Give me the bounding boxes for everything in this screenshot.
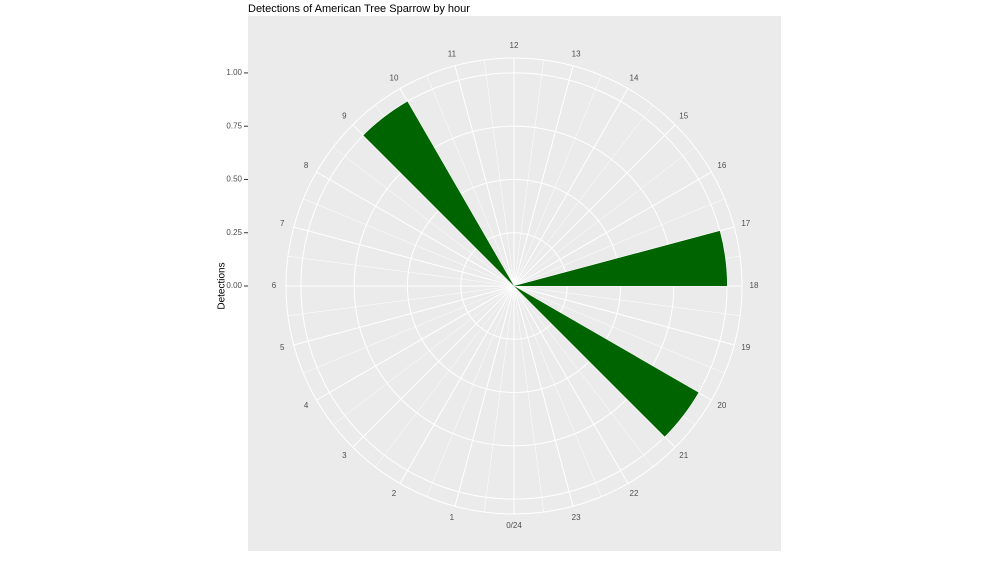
spoke: [513, 198, 725, 287]
bar: [514, 286, 699, 437]
y-tick-label: 0.50: [226, 175, 242, 184]
x-tick-label: 3: [342, 451, 347, 460]
spoke: [426, 285, 515, 497]
spoke: [513, 285, 574, 507]
x-tick-label: 22: [630, 489, 639, 498]
spoke: [513, 285, 735, 346]
x-tick-label: 9: [342, 111, 347, 120]
x-tick-label: 15: [679, 111, 688, 120]
spoke: [513, 171, 712, 287]
spoke: [454, 285, 515, 507]
x-tick-label: 2: [392, 489, 397, 498]
y-axis-title: Detections: [217, 262, 228, 309]
spoke: [426, 75, 515, 287]
spoke: [513, 285, 653, 468]
y-tick-label: 0.75: [226, 121, 242, 130]
x-tick-label: 0/24: [506, 521, 522, 530]
spoke: [303, 285, 515, 374]
y-tick-label: 0.25: [226, 228, 242, 237]
spoke: [513, 285, 602, 497]
x-tick-label: 11: [448, 49, 457, 58]
spoke: [513, 285, 629, 484]
bar: [514, 230, 728, 286]
x-tick-label: 20: [717, 401, 726, 410]
x-tick-label: 13: [572, 49, 581, 58]
x-tick-label: 16: [717, 161, 726, 170]
spoke: [513, 147, 696, 287]
chart-title: Detections of American Tree Sparrow by h…: [248, 3, 470, 15]
spoke: [483, 59, 515, 287]
spoke: [316, 171, 515, 287]
spoke: [287, 285, 515, 317]
spoke: [293, 226, 515, 287]
spoke: [332, 285, 515, 425]
x-tick-label: 5: [280, 343, 285, 352]
spoke: [454, 65, 515, 287]
x-tick-label: 18: [750, 281, 759, 290]
x-tick-label: 21: [679, 451, 688, 460]
spoke: [352, 285, 515, 448]
spoke: [513, 285, 741, 317]
spoke: [316, 285, 515, 401]
spoke: [513, 285, 725, 374]
x-tick-label: 17: [741, 219, 750, 228]
spoke: [513, 285, 545, 513]
spoke: [293, 285, 515, 346]
x-tick-label: 1: [450, 513, 455, 522]
spoke: [399, 285, 515, 484]
spoke: [303, 198, 515, 287]
spoke: [483, 285, 515, 513]
spoke: [513, 75, 602, 287]
x-tick-label: 19: [741, 343, 750, 352]
y-tick-label: 0.00: [226, 281, 242, 290]
spoke: [513, 59, 545, 287]
x-tick-label: 10: [390, 73, 399, 82]
spoke: [287, 255, 515, 287]
x-tick-label: 12: [510, 41, 519, 50]
x-tick-label: 8: [304, 161, 309, 170]
y-tick-label: 1.00: [226, 68, 242, 77]
spoke: [513, 104, 653, 287]
x-tick-label: 6: [272, 281, 277, 290]
spoke: [513, 124, 676, 287]
x-tick-label: 14: [630, 73, 639, 82]
spoke: [332, 147, 515, 287]
spoke: [513, 88, 629, 287]
outer-circle: [285, 57, 743, 515]
x-tick-label: 23: [572, 513, 581, 522]
x-tick-label: 4: [304, 401, 309, 410]
bar: [363, 101, 514, 286]
spoke: [375, 285, 515, 468]
spoke: [513, 65, 574, 287]
x-tick-label: 7: [280, 219, 285, 228]
